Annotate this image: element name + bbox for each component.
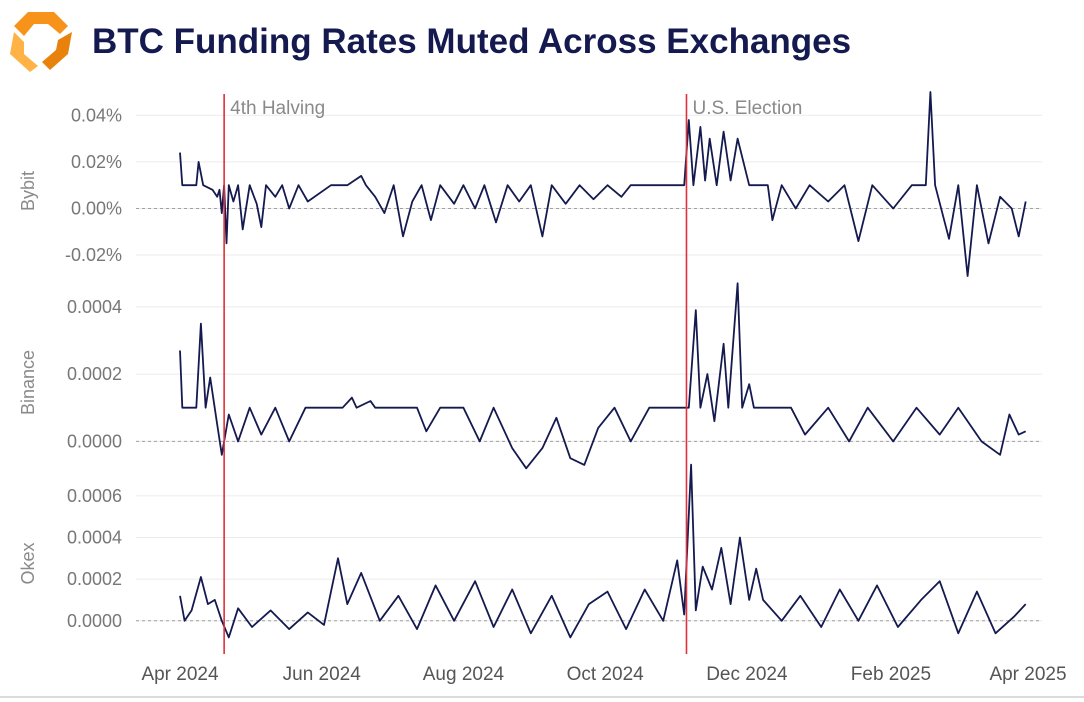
y-tick-label: 0.00% bbox=[71, 198, 122, 218]
x-tick-label: Apr 2025 bbox=[989, 664, 1066, 685]
y-tick-label: 0.0000 bbox=[67, 611, 122, 631]
x-tick-label: Feb 2025 bbox=[851, 664, 931, 685]
y-tick-label: 0.0004 bbox=[67, 527, 122, 547]
x-tick-label: Oct 2024 bbox=[567, 664, 645, 685]
event-label: U.S. Election bbox=[692, 98, 802, 119]
y-tick-label: 0.0002 bbox=[67, 569, 122, 589]
x-tick-label: Dec 2024 bbox=[706, 664, 788, 685]
orange-hexagon-logo-icon bbox=[10, 12, 72, 72]
panel-label-binance: Binance bbox=[18, 350, 38, 415]
y-tick-label: 0.0006 bbox=[67, 486, 122, 506]
y-tick-label: 0.0002 bbox=[67, 364, 122, 384]
panel-label-okex: Okex bbox=[18, 542, 38, 584]
y-tick-label: -0.02% bbox=[65, 245, 122, 265]
x-tick-label: Apr 2024 bbox=[141, 664, 219, 685]
y-tick-label: 0.0000 bbox=[67, 431, 122, 451]
x-tick-label: Aug 2024 bbox=[423, 664, 505, 685]
y-tick-label: 0.02% bbox=[71, 152, 122, 172]
chart-header: BTC Funding Rates Muted Across Exchanges bbox=[0, 0, 1084, 90]
series-line-binance bbox=[179, 282, 1027, 470]
panel-label-bybit: Bybit bbox=[18, 171, 38, 211]
x-tick-label: Jun 2024 bbox=[283, 664, 362, 685]
event-label: 4th Halving bbox=[230, 98, 325, 119]
y-tick-label: 0.0004 bbox=[67, 297, 122, 317]
series-line-okex bbox=[179, 463, 1027, 639]
page-title: BTC Funding Rates Muted Across Exchanges bbox=[92, 22, 852, 61]
series-line-bybit bbox=[179, 91, 1027, 277]
y-tick-label: 0.04% bbox=[71, 105, 122, 125]
